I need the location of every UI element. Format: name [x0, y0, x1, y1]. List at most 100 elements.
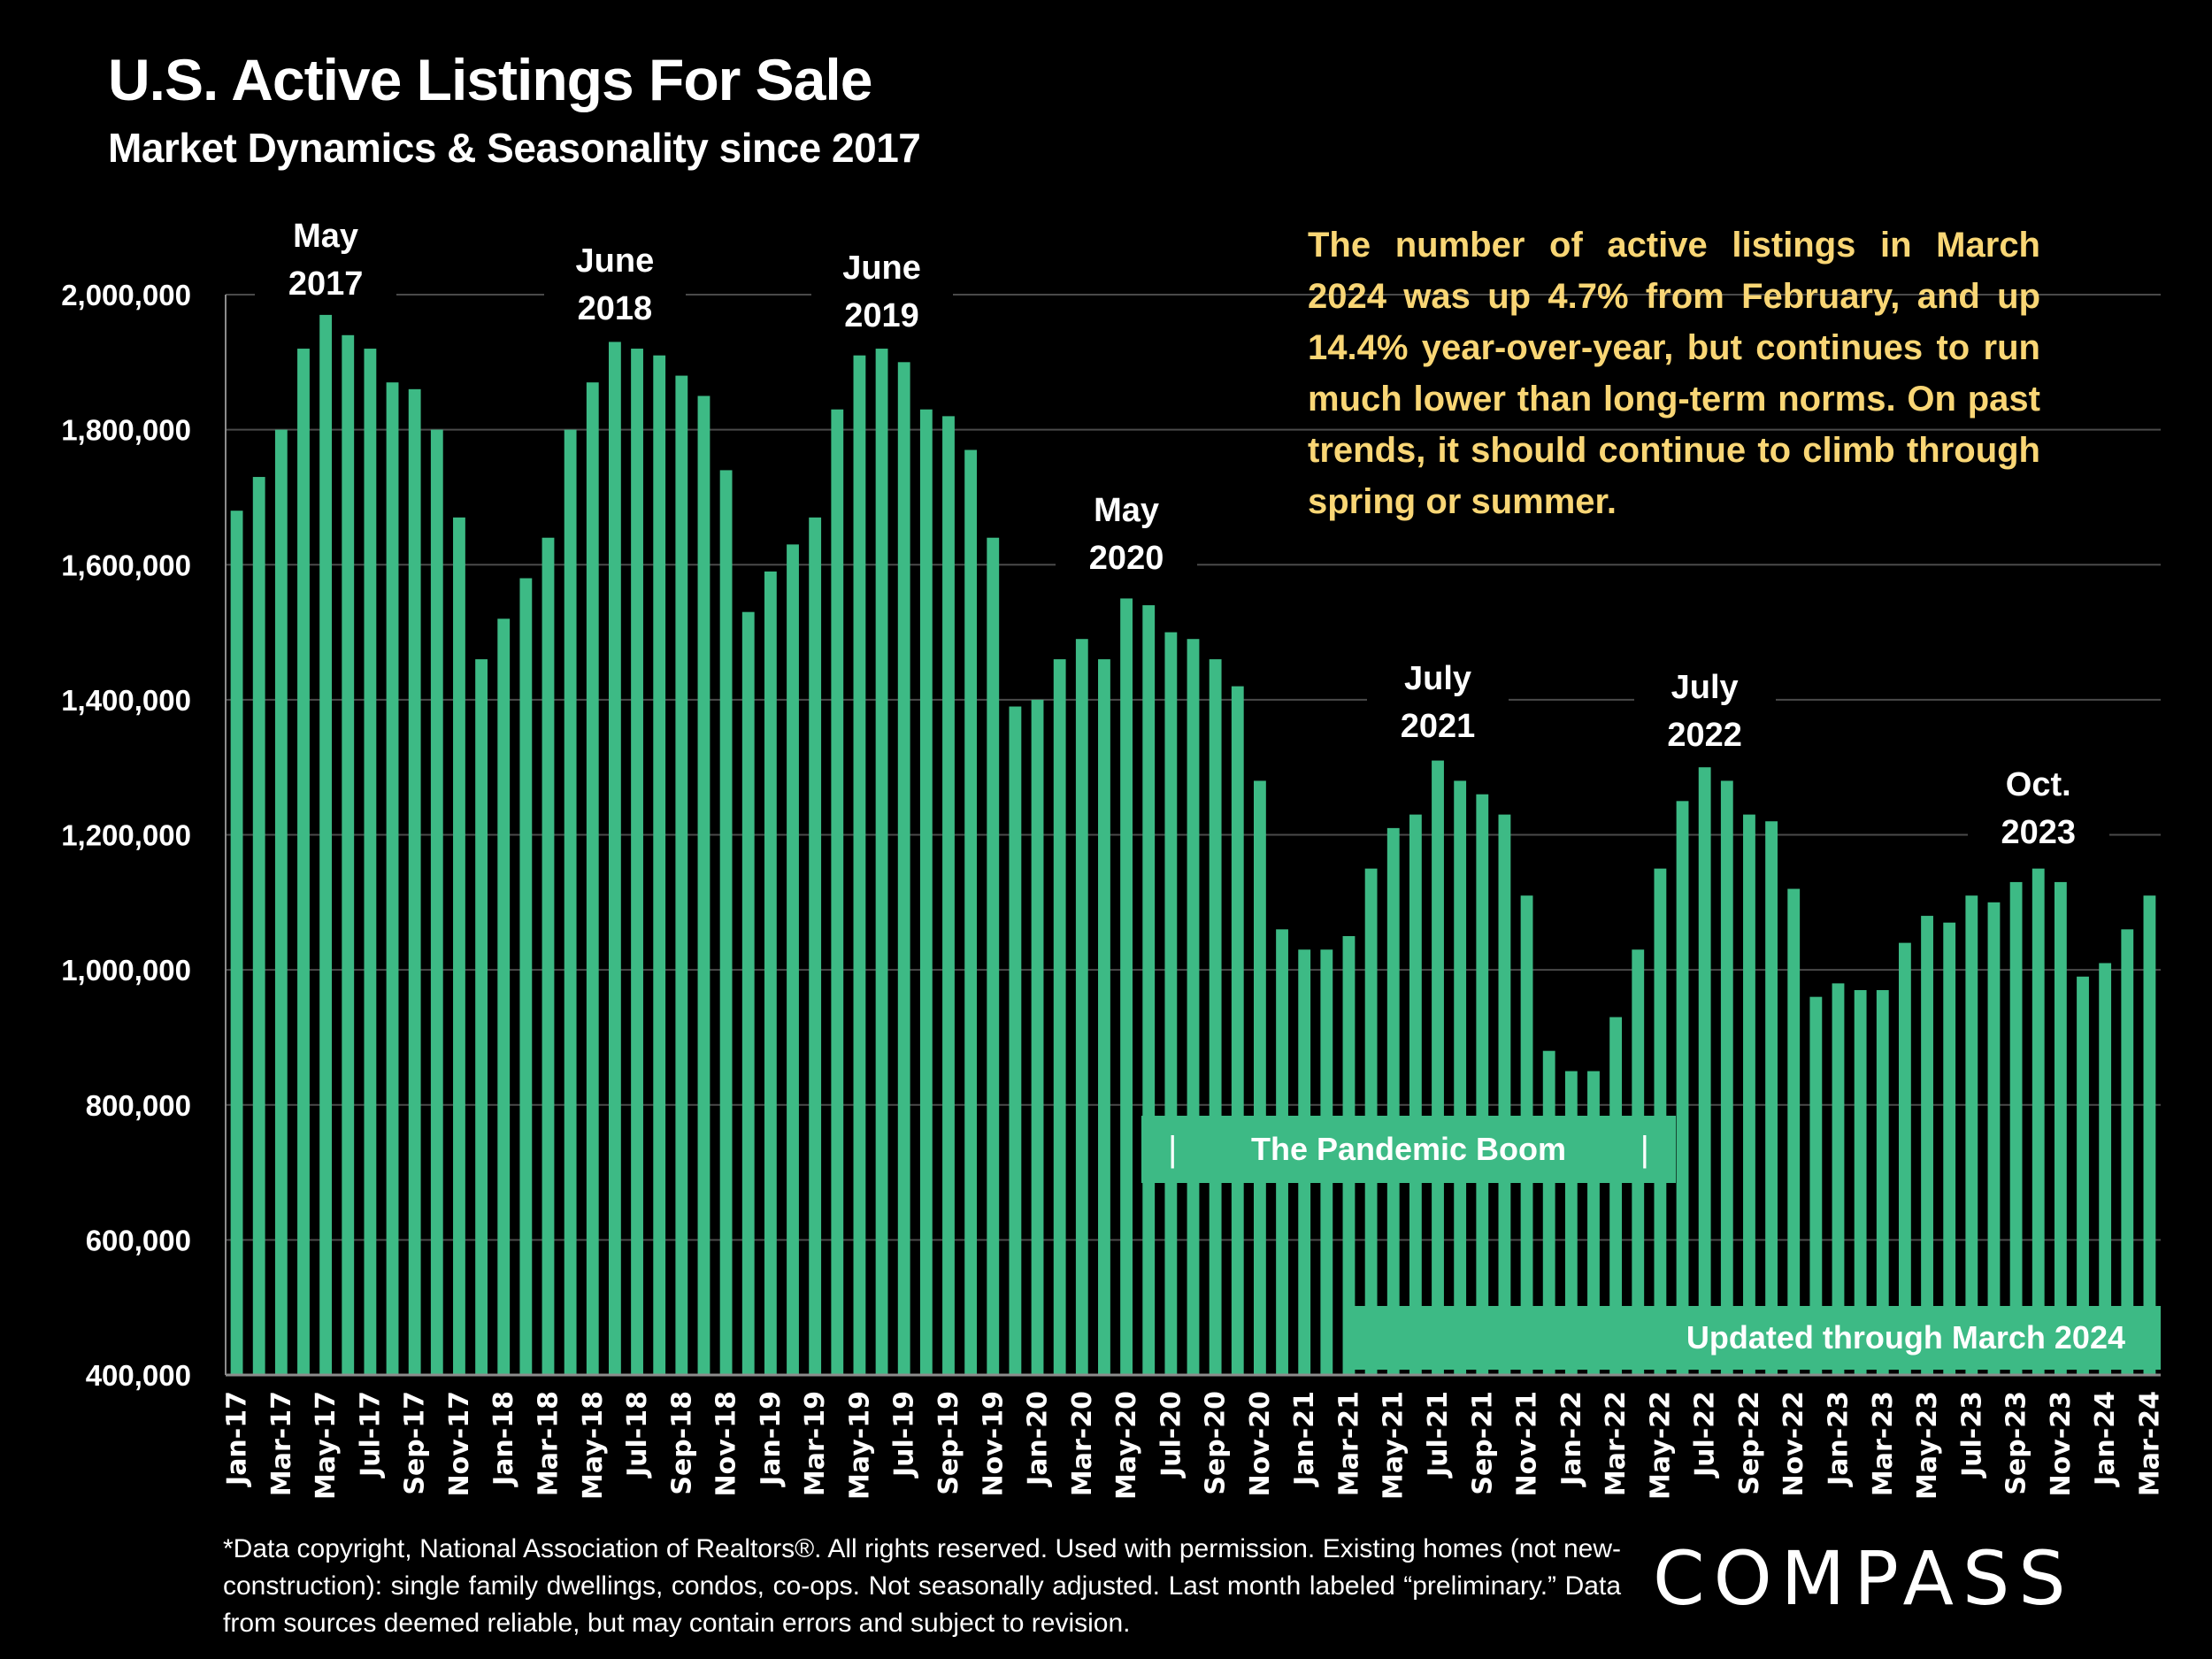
x-tick-label: Nov-20	[1245, 1391, 1276, 1496]
x-tick-label: Sep-22	[1734, 1391, 1765, 1495]
bar-oct-18	[697, 396, 710, 1375]
x-tick-label: Jul-21	[1423, 1391, 1454, 1479]
x-tick-label: Jan-24	[2090, 1391, 2121, 1487]
y-tick-label: 800,000	[86, 1089, 191, 1122]
x-tick-label: Jul-19	[889, 1391, 920, 1479]
x-tick-label: Mar-24	[2134, 1391, 2165, 1496]
x-tick-label: Nov-18	[711, 1391, 742, 1496]
bar-sep-21	[1476, 794, 1489, 1375]
x-tick-label: Mar-18	[534, 1391, 565, 1496]
x-tick-label: Mar-20	[1067, 1391, 1098, 1496]
bar-sep-23	[2009, 881, 2023, 1375]
y-tick-label: 2,000,000	[61, 279, 191, 311]
bar-sep-18	[675, 375, 688, 1376]
bar-jan-24	[2099, 963, 2112, 1375]
bar-oct-17	[430, 429, 443, 1375]
x-tick-label: Mar-17	[266, 1391, 297, 1496]
bar-may-18	[586, 382, 599, 1375]
bar-nov-19	[987, 537, 1000, 1375]
bar-feb-18	[519, 578, 533, 1375]
bar-nov-23	[2054, 881, 2067, 1375]
annotation-june-2018: June 2018	[543, 237, 686, 333]
bar-mar-23	[1876, 990, 1889, 1375]
bar-jan-20	[1031, 699, 1044, 1375]
bar-mar-19	[809, 517, 822, 1375]
x-tick-label: Mar-22	[1601, 1391, 1632, 1496]
x-tick-label: Nov-22	[1778, 1391, 1809, 1496]
bar-sep-19	[942, 416, 955, 1375]
y-axis-ticks: 400,000 600,000 800,000 1,000,000 1,200,000 1…	[61, 279, 191, 1392]
y-tick-label: 1,400,000	[61, 684, 191, 717]
x-tick-label: May-17	[311, 1391, 342, 1500]
bar-aug-23	[1987, 902, 2001, 1375]
bar-aug-22	[1720, 780, 1733, 1375]
y-tick-label: 1,800,000	[61, 414, 191, 447]
commentary-text: The number of active listings in March 2…	[1308, 226, 2040, 521]
bar-apr-20	[1098, 659, 1110, 1375]
x-tick-label: Jul-17	[355, 1391, 386, 1479]
bar-feb-20	[1053, 659, 1066, 1375]
bar-oct-19	[964, 449, 978, 1375]
bar-jun-22	[1676, 801, 1689, 1375]
bar-dec-18	[741, 611, 755, 1375]
bar-jan-23	[1832, 983, 1845, 1375]
bar-sep-20	[1209, 659, 1222, 1375]
x-tick-label: Nov-21	[1512, 1391, 1543, 1496]
axes	[225, 295, 2161, 1377]
updated-through-label: Updated through March 2024	[1351, 1306, 2161, 1370]
annotation-may-2017: May 2017	[255, 212, 397, 308]
x-tick-label: Jul-22	[1690, 1391, 1721, 1479]
updated-text: Updated through March 2024	[1686, 1319, 2125, 1356]
bar-sep-22	[1743, 814, 1755, 1375]
bar-sep-17	[408, 388, 421, 1375]
x-tick-label: Sep-21	[1467, 1391, 1498, 1495]
bar-nov-22	[1787, 888, 1801, 1375]
annotation-june-2019: June 2019	[810, 244, 953, 340]
bar-may-19	[853, 355, 866, 1375]
y-tick-label: 1,000,000	[61, 954, 191, 987]
bar-mar-18	[541, 537, 555, 1375]
footnote: *Data copyright, National Association of…	[223, 1534, 1621, 1638]
bar-aug-18	[653, 355, 666, 1375]
x-tick-label: Sep-20	[1201, 1391, 1232, 1495]
x-tick-label: Jul-23	[1956, 1391, 1987, 1479]
bar-apr-19	[831, 409, 844, 1376]
x-tick-label: Nov-23	[2046, 1391, 2077, 1496]
bar-jun-19	[875, 349, 888, 1375]
x-tick-label: Sep-18	[666, 1391, 697, 1495]
x-tick-label: Jan-19	[756, 1391, 787, 1487]
bar-jun-23	[1943, 922, 1956, 1375]
annotation-july-2021: July 2021	[1367, 655, 1509, 750]
x-tick-label: May-20	[1111, 1391, 1142, 1500]
range-start-marker: |	[1168, 1129, 1178, 1169]
x-tick-label: Jul-18	[622, 1391, 653, 1479]
bar-jul-17	[364, 349, 377, 1375]
bar-oct-20	[1231, 686, 1244, 1375]
bar-jul-18	[631, 349, 643, 1375]
bar-mar-20	[1075, 639, 1088, 1375]
bar-mar-22	[1609, 1017, 1623, 1375]
annotation-july-2022: July 2022	[1633, 664, 1776, 759]
x-tick-label: Jan-23	[1824, 1391, 1855, 1487]
pandemic-boom-text: The Pandemic Boom	[1250, 1131, 1567, 1167]
bar-may-20	[1120, 598, 1133, 1375]
x-tick-label: Jan-22	[1556, 1391, 1587, 1487]
bar-jul-19	[897, 362, 910, 1375]
bar-jan-18	[497, 618, 511, 1375]
bar-feb-24	[2121, 929, 2134, 1375]
bar-apr-23	[1899, 942, 1911, 1375]
bar-jul-22	[1698, 767, 1711, 1375]
x-tick-label: Mar-19	[800, 1391, 831, 1496]
x-tick-label: May-22	[1645, 1391, 1676, 1500]
x-tick-label: May-21	[1379, 1391, 1409, 1500]
range-end-marker: |	[1640, 1129, 1649, 1169]
y-tick-label: 600,000	[86, 1224, 191, 1256]
bar-oct-22	[1765, 821, 1778, 1375]
y-tick-label: 1,600,000	[61, 549, 191, 581]
x-axis-ticks: Jan-17 Mar-17 May-17 Jul-17 Sep-17 Nov-17 Jan-…	[222, 1391, 2166, 1500]
pandemic-boom-label: | The Pandemic Boom |	[1141, 1116, 1676, 1183]
annotation-oct-2023: Oct. 2023	[1967, 761, 2109, 856]
annotation-may-2020: May 2020	[1056, 487, 1198, 582]
bar-jul-23	[1965, 895, 1978, 1375]
x-tick-label: Mar-21	[1333, 1391, 1364, 1496]
